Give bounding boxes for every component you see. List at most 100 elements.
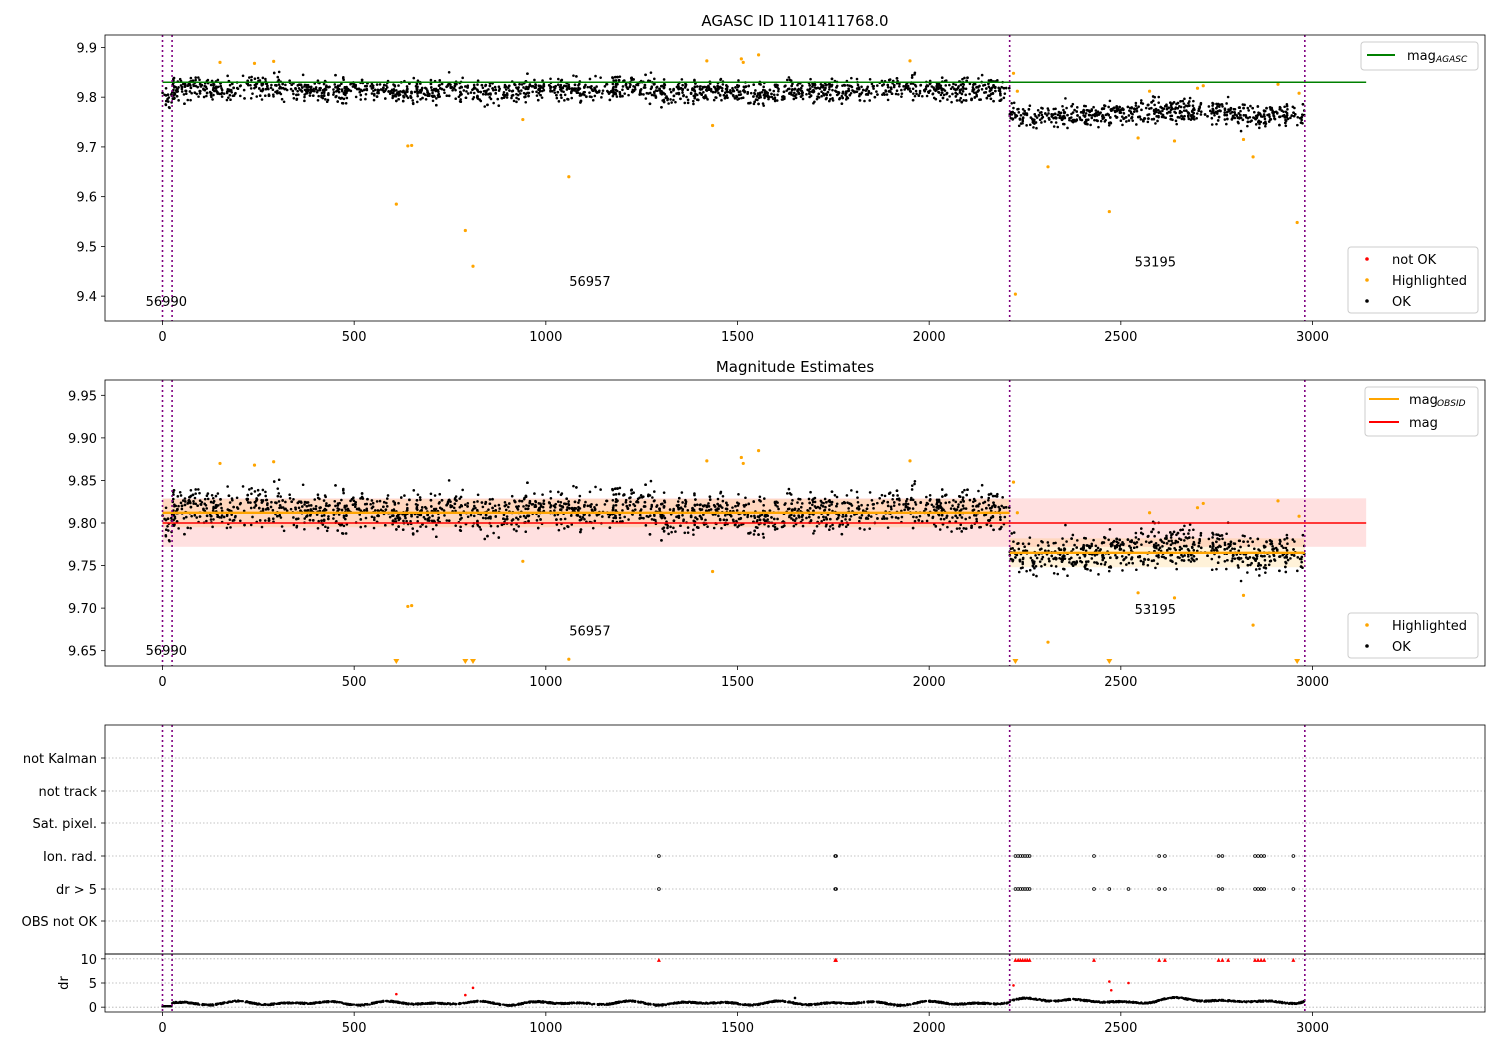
ok-point — [1184, 536, 1188, 539]
ok-point — [767, 97, 770, 101]
ok-point — [416, 94, 419, 98]
ok-point — [1101, 554, 1104, 557]
ok-point — [1101, 558, 1105, 562]
ok-point — [527, 94, 530, 98]
ok-point — [940, 76, 944, 79]
ok-point — [1199, 531, 1203, 535]
ok-point — [419, 97, 422, 101]
ok-point — [200, 500, 204, 504]
ok-point — [950, 530, 953, 533]
ok-point — [675, 85, 679, 89]
ok-point — [199, 503, 203, 506]
ok-point — [898, 84, 901, 88]
ok-point — [718, 94, 722, 97]
ok-point — [794, 96, 798, 100]
ok-point — [1008, 112, 1012, 116]
ok-point — [1047, 549, 1050, 553]
ok-point — [179, 494, 183, 497]
ok-point — [1300, 560, 1303, 564]
ok-point — [261, 499, 265, 502]
ok-point — [654, 518, 657, 522]
ok-point — [790, 84, 793, 88]
ok-point — [940, 509, 944, 512]
ok-point — [987, 498, 990, 502]
ok-point — [696, 98, 700, 102]
ok-point — [1079, 110, 1083, 114]
ok-point — [566, 98, 570, 101]
ok-point — [720, 89, 724, 93]
ok-point — [250, 75, 253, 79]
ok-point — [1143, 557, 1146, 561]
ok-point — [431, 99, 435, 103]
ok-point — [373, 516, 376, 520]
ok-point — [1135, 545, 1139, 549]
ok-point — [716, 84, 719, 88]
ok-point — [498, 507, 501, 510]
ok-point — [1223, 107, 1227, 111]
ok-point — [248, 488, 251, 491]
ok-point — [1246, 540, 1250, 543]
ok-point — [364, 516, 368, 520]
ok-point — [322, 514, 326, 517]
ok-point — [736, 98, 739, 101]
ok-point — [325, 100, 329, 104]
ok-point — [782, 90, 786, 94]
ok-point — [255, 95, 259, 98]
ok-point — [793, 514, 796, 518]
ok-point — [642, 495, 645, 498]
ok-point — [905, 497, 909, 501]
ok-point — [717, 87, 720, 91]
ok-point — [737, 79, 740, 82]
ok-point — [332, 508, 335, 512]
ok-point — [1130, 540, 1133, 544]
ok-point — [775, 99, 779, 102]
ok-point — [282, 100, 286, 104]
ok-point — [275, 84, 278, 87]
ok-point — [203, 88, 207, 92]
ok-point — [695, 85, 699, 88]
ok-point — [881, 517, 884, 521]
ok-point — [321, 89, 325, 92]
highlighted-point — [406, 144, 410, 148]
ok-point — [194, 502, 198, 506]
ok-point — [197, 488, 200, 491]
ok-point — [416, 92, 419, 95]
ok-point — [800, 502, 804, 505]
ok-point — [458, 497, 462, 500]
ok-point — [1268, 118, 1272, 121]
ok-point — [1172, 101, 1176, 104]
ok-point — [962, 99, 966, 102]
ok-point — [1127, 114, 1131, 117]
ok-point — [342, 78, 345, 81]
ok-point — [526, 514, 530, 518]
ok-point — [1290, 114, 1294, 117]
ok-point — [364, 97, 367, 101]
ok-point — [333, 83, 337, 86]
ok-point — [692, 88, 696, 92]
ok-point — [1223, 113, 1226, 117]
ok-point — [372, 98, 376, 102]
ok-point — [693, 95, 697, 98]
ok-point — [1296, 115, 1300, 119]
ok-point — [334, 73, 337, 77]
ok-point — [1267, 120, 1271, 123]
ok-point — [507, 86, 510, 90]
ok-point — [189, 98, 192, 102]
ok-point — [515, 529, 518, 533]
ok-point — [1070, 119, 1074, 123]
ok-point — [695, 517, 699, 521]
ok-point — [581, 92, 585, 96]
ok-point — [958, 527, 961, 530]
ok-point — [719, 86, 722, 89]
ok-point — [452, 506, 456, 510]
ok-point — [1121, 569, 1124, 572]
ok-point — [365, 507, 369, 511]
ok-point — [887, 78, 891, 82]
ok-point — [588, 504, 592, 507]
ok-point — [972, 500, 975, 504]
ok-point — [174, 89, 178, 92]
ok-point — [1190, 557, 1194, 560]
obsid-label: 53195 — [1135, 255, 1176, 270]
ok-point — [1128, 544, 1131, 548]
ok-point — [1066, 126, 1069, 130]
